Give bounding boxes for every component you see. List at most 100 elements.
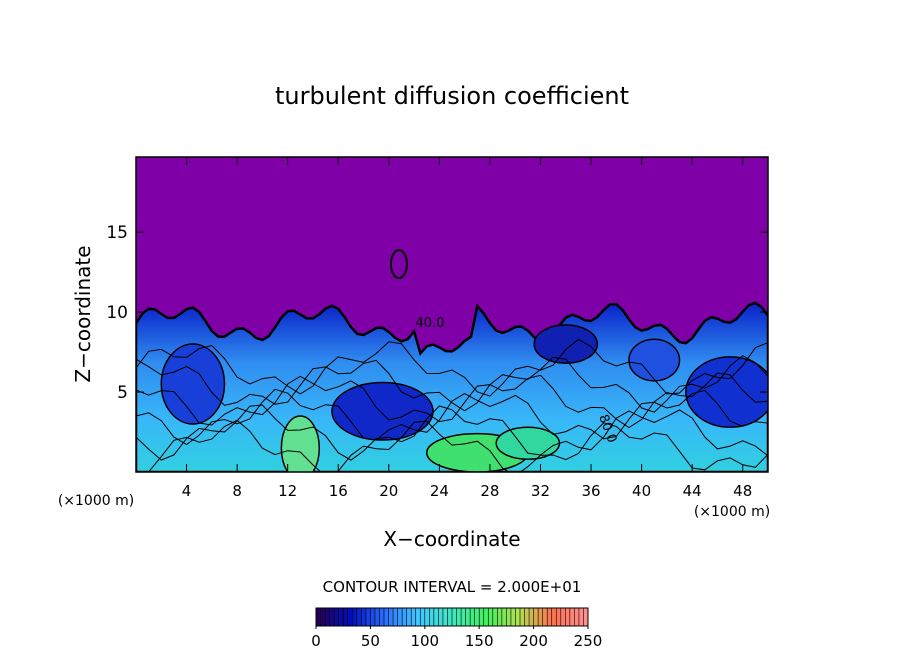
colorbar-segment (329, 608, 335, 626)
colorbar-segment (524, 608, 530, 626)
x-tick-label: 36 (581, 482, 600, 500)
colorbar-frame (315, 607, 589, 627)
colorbar-segment (361, 608, 367, 626)
colorbar-segment (316, 608, 321, 626)
x-tick-label: 20 (379, 482, 398, 500)
colorbar-segment (374, 608, 380, 626)
colorbar-segment (384, 608, 389, 626)
colorbar-segment (320, 608, 326, 626)
colorbar-segment (411, 608, 417, 626)
colorbar-segment (551, 608, 557, 626)
x-tick-label: 44 (683, 482, 702, 500)
colorbar-segment (352, 608, 358, 626)
y-tick-label: 5 (117, 383, 128, 403)
contour-line (136, 372, 768, 429)
x-unit: (×1000 m) (58, 493, 134, 509)
colorbar-segment (578, 608, 584, 626)
x-tick-label: 12 (278, 482, 297, 500)
colorbar-segment (415, 608, 421, 626)
colorbar-segment (347, 608, 353, 626)
colorbar-segment (465, 608, 471, 626)
colorbar-tick-label: 50 (361, 632, 380, 650)
colorbar-tick-label: 200 (519, 632, 548, 650)
colorbar-segment (379, 608, 385, 626)
colorbar-segment (402, 608, 407, 626)
colorbar-segment (556, 608, 562, 626)
colorbar-segment (356, 608, 362, 626)
colorbar-tick-label: 150 (465, 632, 494, 650)
colorbar-segment (479, 608, 485, 626)
y-tick-label: 15 (106, 223, 128, 243)
field-region (628, 338, 681, 382)
colorbar-segment (483, 608, 489, 626)
x-axis-label: X−coordinate (383, 527, 520, 551)
colorbar-tick-label: 0 (311, 632, 321, 650)
colorbar-segment (497, 608, 503, 626)
contour-line (136, 355, 768, 413)
colorbar-segment (442, 608, 448, 626)
colorbar-segment (461, 608, 466, 626)
colorbar-segment (438, 608, 444, 626)
colorbar-segment (338, 608, 344, 626)
colorbar-segment (515, 608, 521, 626)
colorbar-segment (424, 608, 430, 626)
colorbar-segment (470, 608, 475, 626)
chart-title: turbulent diffusion coefficient (275, 82, 629, 110)
y-axis-label: Z−coordinate (71, 245, 95, 382)
colorbar-segment (547, 608, 553, 626)
colorbar-segment (560, 608, 566, 626)
colorbar-segment (334, 608, 339, 626)
field-region (280, 415, 321, 472)
colorbar-segment (474, 608, 480, 626)
x-tick-label: 48 (733, 482, 752, 500)
colorbar-segment (433, 608, 439, 626)
colorbar-segment (365, 608, 371, 626)
colorbar-segment (492, 608, 498, 626)
field-region (533, 324, 599, 365)
colorbar-segment (420, 608, 426, 626)
colorbar-segment (370, 608, 376, 626)
colorbar-segment (520, 608, 525, 626)
x-tick-label: 40 (632, 482, 651, 500)
contour-line (136, 404, 768, 461)
colorbar-segment (574, 608, 580, 626)
contour-interval: CONTOUR INTERVAL = 2.000E+01 (323, 578, 582, 596)
contour-line (136, 419, 768, 472)
colorbar-segment (325, 608, 330, 626)
y-tick-label: 10 (106, 303, 128, 323)
contour-line (136, 338, 768, 397)
colorbar-segment (452, 608, 457, 626)
colorbar-segment (397, 608, 403, 626)
x-tick-label: 24 (430, 482, 449, 500)
colorbar-segment (529, 608, 534, 626)
x-tick-label: 16 (329, 482, 348, 500)
field-region (389, 249, 408, 280)
x-tick-label: 8 (232, 482, 242, 500)
colorbar-segment (429, 608, 435, 626)
colorbar-segment (565, 608, 571, 626)
field (136, 157, 768, 472)
colorbar-segment (533, 608, 539, 626)
colorbar-segment (388, 608, 394, 626)
colorbar-segment (447, 608, 453, 626)
colorbar-segment (538, 608, 543, 626)
colorbar-segment (583, 608, 589, 626)
contour-label: 40.0 (416, 316, 445, 331)
colorbar-segment (501, 608, 507, 626)
colorbar-segment (569, 608, 575, 626)
x-unit: (×1000 m) (694, 504, 770, 520)
colorbar-segment (406, 608, 412, 626)
x-tick-label: 4 (182, 482, 192, 500)
contour-line (136, 388, 768, 446)
colorbar-segment (510, 608, 516, 626)
colorbar-tick-label: 250 (574, 632, 603, 650)
colorbar-segment (506, 608, 512, 626)
field-region (331, 381, 434, 441)
field-region (160, 343, 226, 425)
colorbar-segment (456, 608, 462, 626)
x-tick-label: 32 (531, 482, 550, 500)
plot-frame (135, 156, 769, 473)
colorbar-tick-label: 100 (410, 632, 439, 650)
colorbar-segment (488, 608, 494, 626)
